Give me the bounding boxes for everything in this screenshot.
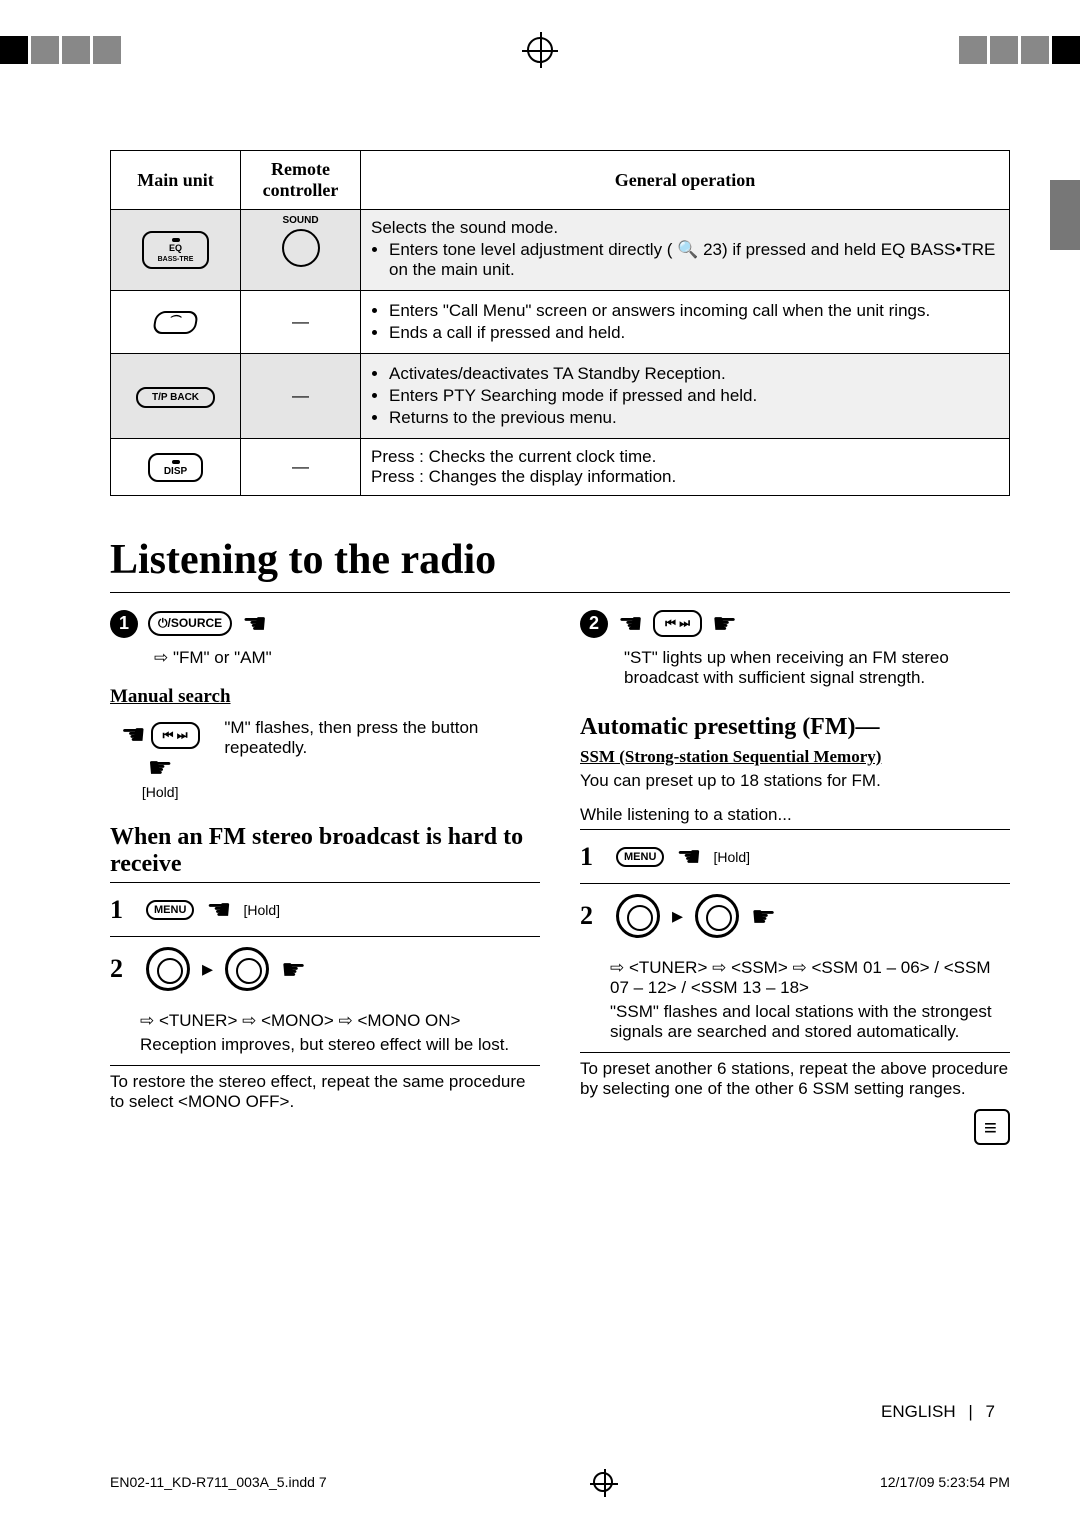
reception-text: Reception improves, but stereo effect wi… bbox=[140, 1035, 540, 1055]
th-main-unit: Main unit bbox=[111, 151, 241, 210]
row-bullet: Enters PTY Searching mode if pressed and… bbox=[389, 386, 999, 406]
knob-icon bbox=[146, 947, 190, 991]
table-row: T/P BACK — Activates/deactivates TA Stan… bbox=[111, 354, 1010, 439]
menu-button-icon: MENU bbox=[146, 900, 194, 920]
sound-button-icon: SOUND bbox=[282, 229, 320, 267]
tuner-path: ⇨ <TUNER> ⇨ <MONO> ⇨ <MONO ON> bbox=[140, 1011, 540, 1031]
step-num: 2 bbox=[110, 954, 134, 984]
prev-next-button-icon: ⏮ ⏭ bbox=[653, 610, 702, 637]
page-tab bbox=[1050, 180, 1080, 250]
table-row: EQBASS-TRE SOUND Selects the sound mode.… bbox=[111, 210, 1010, 291]
step-num: 1 bbox=[110, 895, 134, 925]
eq-button-icon: EQBASS-TRE bbox=[142, 231, 210, 269]
hand-icon: ☚ bbox=[121, 718, 146, 751]
step-row: 2 ▸ ☛ bbox=[580, 894, 1010, 948]
hand-icon: ☚ bbox=[618, 607, 643, 640]
row-line: Press : Checks the current clock time. bbox=[371, 447, 999, 467]
th-remote: Remote controller bbox=[241, 151, 361, 210]
preset-text: You can preset up to 18 stations for FM. bbox=[580, 771, 1010, 791]
row-text: Selects the sound mode. bbox=[371, 218, 558, 237]
ssm-path: ⇨ <TUNER> ⇨ <SSM> ⇨ <SSM 01 – 06> / <SSM… bbox=[610, 958, 1010, 998]
table-row: DISP — Press : Checks the current clock … bbox=[111, 439, 1010, 496]
row-bullet: Ends a call if pressed and held. bbox=[389, 323, 999, 343]
step-1-note: ⇨ "FM" or "AM" bbox=[154, 648, 540, 668]
section-title: Listening to the radio bbox=[110, 536, 1010, 584]
row-bullet: Enters "Call Menu" screen or answers inc… bbox=[389, 301, 999, 321]
ssm-flash-text: "SSM" flashes and local stations with th… bbox=[610, 1002, 1010, 1042]
tp-back-button-icon: T/P BACK bbox=[136, 387, 215, 408]
row-bullet: Returns to the previous menu. bbox=[389, 408, 999, 428]
print-metadata: EN02-11_KD-R711_003A_5.indd 7 12/17/09 5… bbox=[110, 1472, 1010, 1492]
hand-icon: ☚ bbox=[242, 607, 267, 640]
manual-search-title: Manual search bbox=[110, 686, 540, 708]
dash: — bbox=[241, 439, 361, 496]
source-button-icon: ⏻/SOURCE bbox=[148, 611, 232, 636]
footer-lang: ENGLISH bbox=[881, 1402, 956, 1421]
restore-text: To restore the stereo effect, repeat the… bbox=[110, 1072, 540, 1112]
ssm-subtitle: SSM (Strong-station Sequential Memory) bbox=[580, 747, 1010, 767]
step-2-note: "ST" lights up when receiving an FM ster… bbox=[624, 648, 1010, 688]
phone-button-icon: ⏜ bbox=[152, 311, 199, 334]
step-1-icon: 1 bbox=[110, 610, 138, 638]
hand-icon: ☛ bbox=[751, 900, 776, 933]
dash: — bbox=[241, 354, 361, 439]
disp-button-icon: DISP bbox=[148, 453, 203, 482]
dash: — bbox=[241, 291, 361, 354]
knob-icon bbox=[616, 894, 660, 938]
table-row: ⏜ — Enters "Call Menu" screen or answers… bbox=[111, 291, 1010, 354]
prev-next-button-icon: ⏮ ⏭ bbox=[151, 722, 200, 749]
hand-icon: ☛ bbox=[148, 751, 173, 784]
page-footer: ENGLISH | 7 bbox=[881, 1402, 995, 1422]
continue-icon bbox=[974, 1109, 1010, 1145]
indd-timestamp: 12/17/09 5:23:54 PM bbox=[880, 1474, 1010, 1490]
hand-icon: ☚ bbox=[676, 840, 701, 873]
row-bullet: Enters tone level adjustment directly ( … bbox=[389, 240, 999, 280]
step-num: 1 bbox=[580, 842, 604, 872]
row-bullet: Activates/deactivates TA Standby Recepti… bbox=[389, 364, 999, 384]
step-num: 2 bbox=[580, 901, 604, 931]
fm-hard-title: When an FM stereo broadcast is hard to r… bbox=[110, 824, 540, 878]
th-general: General operation bbox=[361, 151, 1010, 210]
hold-label: [Hold] bbox=[110, 784, 210, 800]
step-row: 1 MENU ☚ [Hold] bbox=[580, 840, 1010, 884]
operation-table: Main unit Remote controller General oper… bbox=[110, 150, 1010, 496]
step-row: 2 ▸ ☛ bbox=[110, 947, 540, 1001]
registration-icon bbox=[527, 37, 553, 63]
registration-icon bbox=[593, 1472, 613, 1492]
row-line: Press : Changes the display information. bbox=[371, 467, 999, 487]
knob-icon bbox=[695, 894, 739, 938]
while-text: While listening to a station... bbox=[580, 805, 1010, 825]
repeat-text: To preset another 6 stations, repeat the… bbox=[580, 1059, 1010, 1099]
indd-file: EN02-11_KD-R711_003A_5.indd 7 bbox=[110, 1474, 327, 1490]
hold-label: [Hold] bbox=[714, 849, 751, 865]
hand-icon: ☛ bbox=[712, 607, 737, 640]
manual-text: "M" flashes, then press the button repea… bbox=[224, 718, 540, 758]
auto-preset-title: Automatic presetting (FM)— bbox=[580, 714, 1010, 741]
footer-page: 7 bbox=[986, 1402, 995, 1421]
hold-label: [Hold] bbox=[244, 902, 281, 918]
step-row: 1 MENU ☚ [Hold] bbox=[110, 893, 540, 937]
hand-icon: ☚ bbox=[206, 893, 231, 926]
menu-button-icon: MENU bbox=[616, 847, 664, 867]
hand-icon: ☛ bbox=[281, 953, 306, 986]
crop-marks bbox=[0, 30, 1080, 70]
knob-icon bbox=[225, 947, 269, 991]
step-2-icon: 2 bbox=[580, 610, 608, 638]
